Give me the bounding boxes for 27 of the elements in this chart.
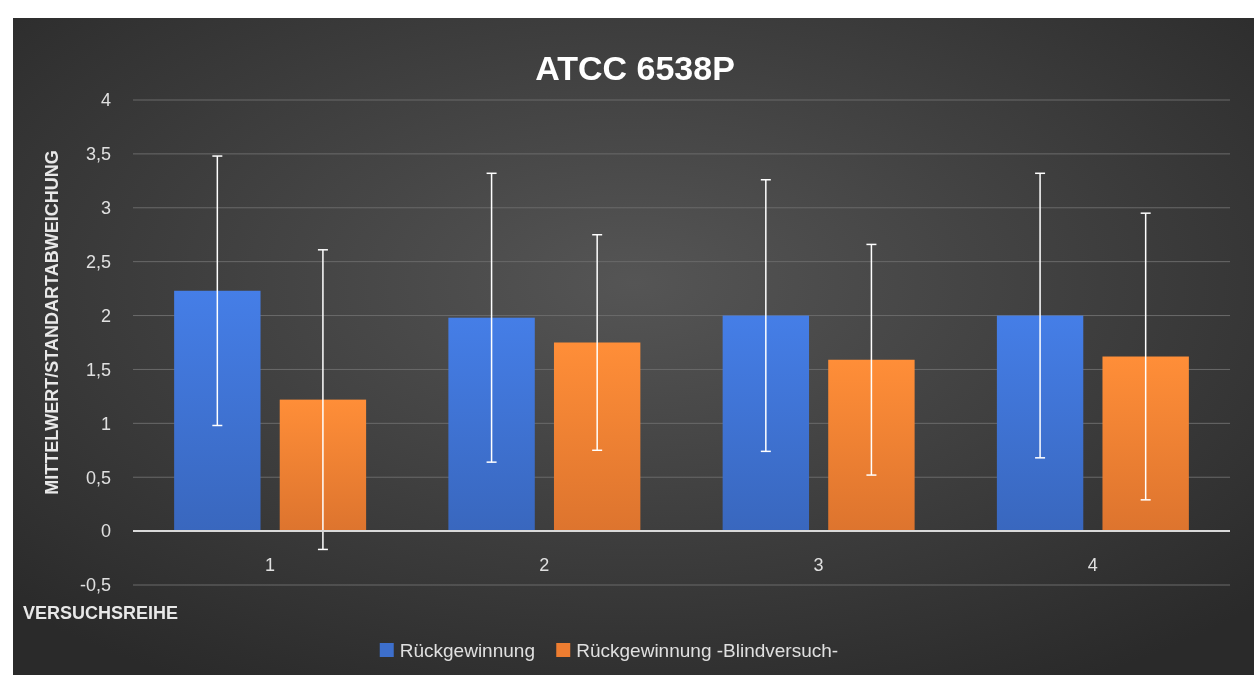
y-tick-label: -0,5 — [79, 575, 111, 596]
y-axis-title: MITTELWERT/STANDARTABWEICHUNG — [42, 150, 62, 495]
bar — [553, 342, 641, 532]
x-tick-label: 2 — [539, 555, 550, 576]
y-tick-label: 0,5 — [85, 467, 111, 488]
x-tick-label: 1 — [265, 555, 276, 576]
bar — [1102, 356, 1189, 532]
bar — [722, 315, 810, 532]
y-tick-label: 3 — [100, 198, 111, 219]
y-tick-label: 4 — [100, 90, 111, 111]
y-tick-label: 3,5 — [85, 144, 111, 165]
x-tick-label: 4 — [1087, 555, 1098, 576]
bar — [448, 317, 535, 532]
y-tick-label: 2,5 — [85, 251, 111, 272]
x-tick-label: 3 — [813, 555, 824, 576]
bar — [174, 290, 261, 532]
bar — [279, 399, 367, 532]
chart-title: ATCC 6538P — [535, 49, 735, 87]
y-tick-label: 0 — [100, 521, 111, 542]
y-tick-label: 1 — [100, 413, 111, 434]
legend-label: Rückgewinnung — [399, 640, 535, 661]
legend-label: Rückgewinnung -Blindversuch- — [576, 640, 839, 661]
bar — [828, 359, 915, 532]
y-tick-label: 1,5 — [85, 359, 111, 380]
x-axis-title: VERSUCHSREIHE — [23, 603, 179, 623]
bar — [996, 315, 1084, 532]
y-tick-label: 2 — [100, 305, 111, 326]
